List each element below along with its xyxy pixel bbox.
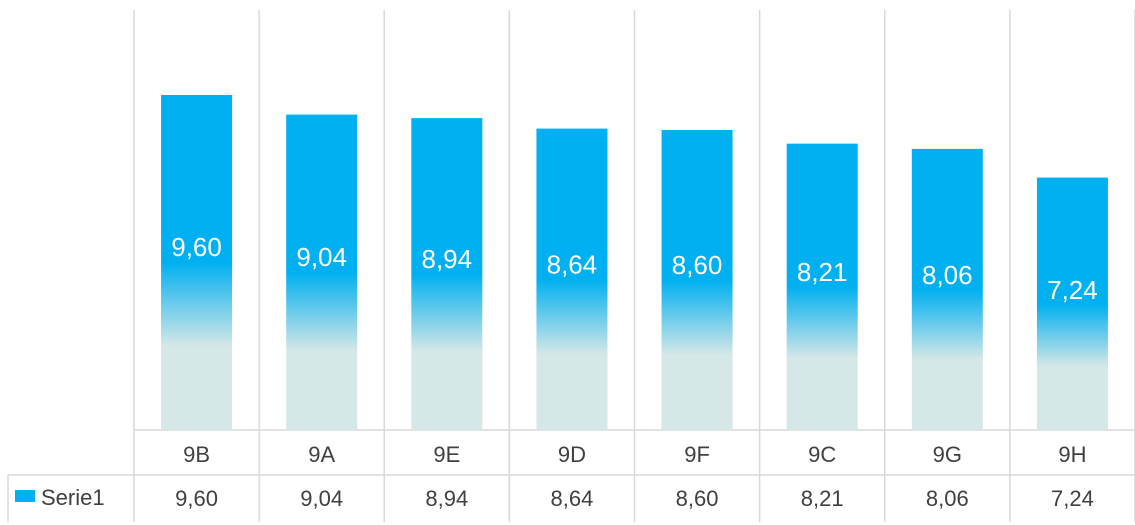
bar-data-label: 9,04 [296,242,347,272]
bar [661,130,733,430]
bar-data-label: 8,06 [922,260,973,290]
bars [161,95,1108,430]
bar [411,118,483,430]
bar [161,95,233,430]
category-tick-label: 9C [808,442,836,467]
bar-data-label: 8,64 [547,249,598,279]
table-value: 8,21 [801,486,844,511]
data-labels: 9,60 9,04 8,94 8,64 8,60 8,21 8,06 7,24 [171,232,1097,305]
category-tick-label: 9E [433,442,460,467]
category-tick-label: 9B [183,442,210,467]
bar-data-label: 8,60 [672,250,723,280]
category-tick-label: 9H [1058,442,1086,467]
bar [286,114,358,430]
legend-swatch [15,490,35,502]
bar-data-label: 7,24 [1047,275,1098,305]
table-value: 7,24 [1051,486,1094,511]
legend-key: Serie1 [15,485,105,510]
bar-data-label: 8,21 [797,257,848,287]
bar [536,128,608,430]
bar [911,148,983,430]
bar [1036,177,1108,430]
category-tick-label: 9F [684,442,710,467]
data-table: Serie1 9,60 9,04 8,94 8,64 8,60 8,21 8,06 7,24 [15,485,1094,511]
bar-data-label: 9,60 [171,232,222,262]
legend-series-name: Serie1 [41,485,105,510]
category-labels: 9B 9A 9E 9D 9F 9C 9G 9H [183,442,1086,467]
category-tick-label: 9D [558,442,586,467]
category-tick-label: 9G [933,442,962,467]
table-value: 8,94 [425,486,468,511]
table-value: 8,64 [551,486,594,511]
bar [786,143,858,430]
table-value: 9,04 [300,486,343,511]
category-tick-label: 9A [308,442,335,467]
table-value: 8,06 [926,486,969,511]
bar-data-label: 8,94 [422,244,473,274]
table-value: 9,60 [175,486,218,511]
table-value: 8,60 [676,486,719,511]
